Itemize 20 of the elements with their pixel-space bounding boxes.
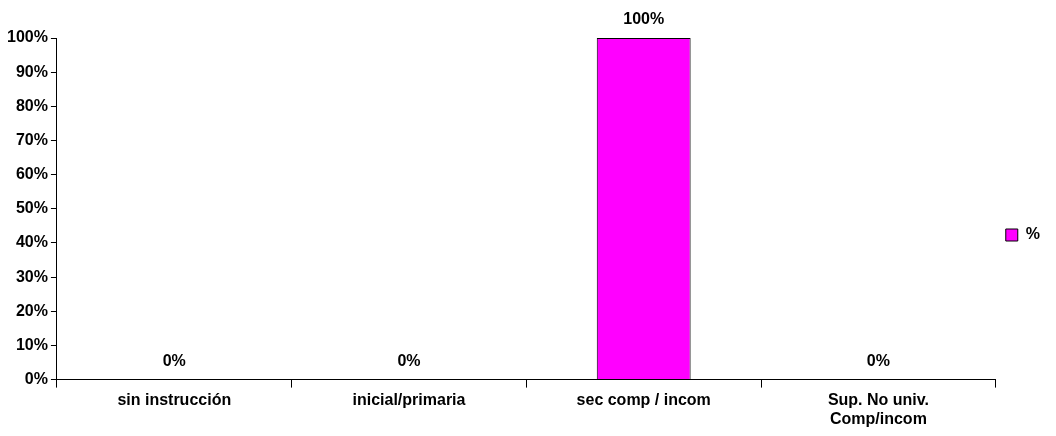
data-label: 0% (162, 352, 186, 370)
data-label: 0% (397, 352, 421, 370)
x-tick-label: Sup. No univ. Comp/incom (827, 390, 929, 427)
y-tick-label: 60% (15, 165, 48, 183)
y-tick-label: 20% (15, 301, 48, 319)
y-tick-label: 100% (7, 28, 48, 46)
y-tick-label: 80% (15, 96, 48, 114)
y-tick-label: 10% (15, 335, 48, 353)
data-label: 0% (866, 352, 890, 370)
x-tick-label: inicial/primaria (352, 390, 466, 408)
data-label: 100% (623, 10, 665, 28)
x-tick-label: sec comp / incom (576, 390, 711, 408)
x-tick-label: sin instrucción (117, 390, 232, 408)
y-tick-label: 70% (15, 130, 48, 148)
y-tick-label: 90% (15, 62, 48, 80)
y-tick-label: 0% (24, 370, 48, 388)
y-tick-label: 50% (15, 199, 48, 217)
legend-label: % (1025, 225, 1041, 243)
y-tick-label: 30% (15, 267, 48, 285)
y-tick-label: 40% (15, 233, 48, 251)
